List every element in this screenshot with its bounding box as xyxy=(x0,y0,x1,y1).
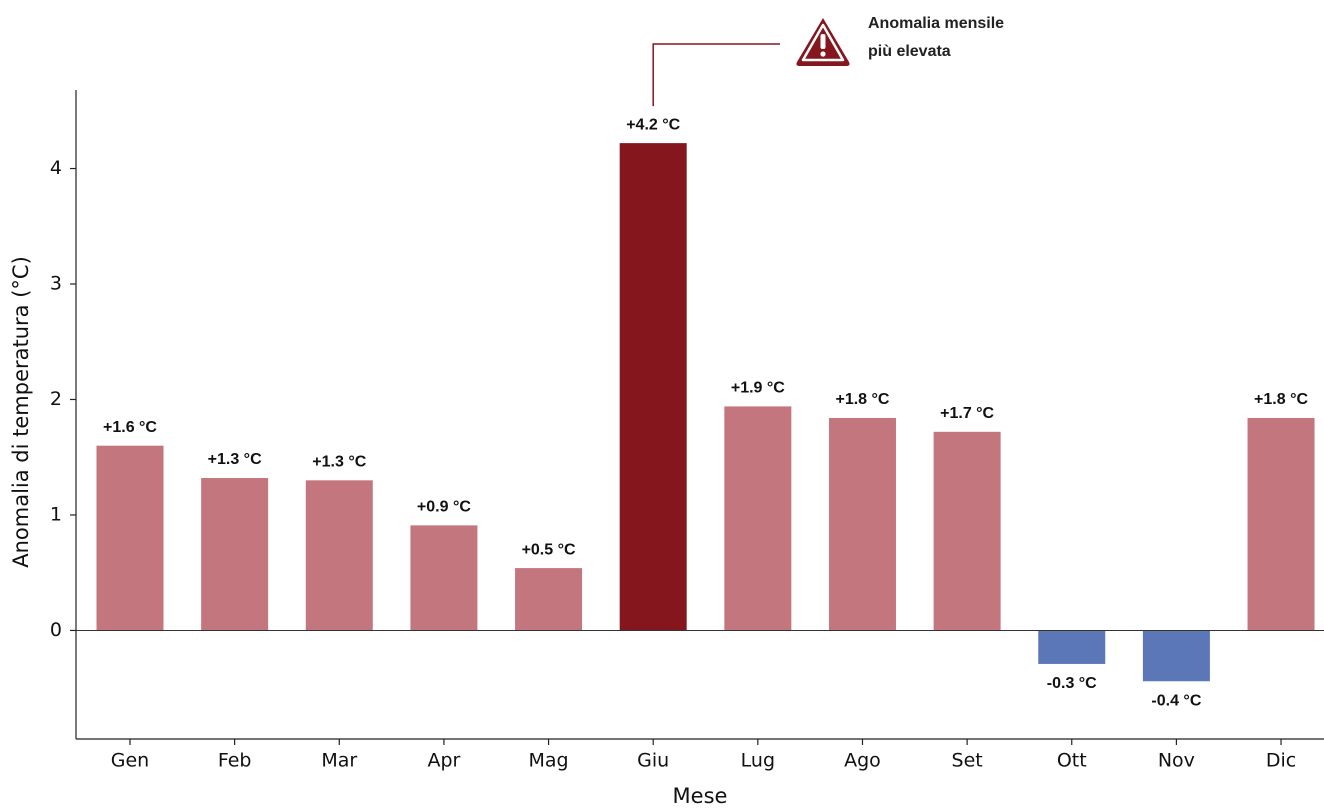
bar xyxy=(1142,630,1210,682)
value-label: +1.8 °C xyxy=(1254,391,1308,408)
x-axis-title: Mese xyxy=(673,784,728,808)
x-tick-label: Set xyxy=(952,750,983,772)
value-label: +1.7 °C xyxy=(940,405,994,422)
y-axis-title: Anomalia di temperatura (°C) xyxy=(9,256,33,568)
value-label: +1.8 °C xyxy=(835,391,889,408)
x-tick-label: Dic xyxy=(1266,750,1296,772)
bar xyxy=(1247,417,1315,631)
bar xyxy=(1038,630,1106,664)
bar xyxy=(410,525,478,631)
value-label: +1.3 °C xyxy=(312,454,366,471)
value-label: -0.4 °C xyxy=(1151,692,1201,709)
bar xyxy=(96,445,164,631)
value-label: +1.6 °C xyxy=(103,419,157,436)
value-label: +0.9 °C xyxy=(417,499,471,516)
x-tick-label: Apr xyxy=(427,750,460,772)
y-tick-label: 1 xyxy=(50,503,62,525)
warning-icon xyxy=(796,18,850,66)
value-label: +0.5 °C xyxy=(522,541,576,558)
y-tick-label: 3 xyxy=(50,273,62,295)
bar xyxy=(515,568,583,631)
y-tick-label: 4 xyxy=(50,157,62,179)
bar xyxy=(724,406,792,631)
x-tick-label: Ago xyxy=(844,750,881,772)
x-tick-label: Feb xyxy=(218,750,252,772)
y-tick-label: 0 xyxy=(50,619,62,641)
x-tick-label: Mar xyxy=(321,750,357,772)
x-tick-label: Ott xyxy=(1057,750,1087,772)
bar xyxy=(305,480,373,631)
bar xyxy=(828,417,896,631)
bar xyxy=(619,143,687,631)
x-tick-label: Nov xyxy=(1158,750,1195,772)
value-label: +4.2 °C xyxy=(626,116,680,133)
x-tick-label: Lug xyxy=(741,750,775,772)
value-label: -0.3 °C xyxy=(1047,675,1097,692)
value-label: +1.3 °C xyxy=(208,451,262,468)
annotation-text: più elevata xyxy=(868,43,951,60)
x-tick-label: Mag xyxy=(529,750,569,772)
y-tick-label: 2 xyxy=(50,388,62,410)
annotation-line xyxy=(652,43,780,107)
bar xyxy=(933,431,1001,631)
x-tick-label: Gen xyxy=(111,750,149,772)
x-tick-label: Giu xyxy=(637,750,669,772)
annotation-text: Anomalia mensile xyxy=(868,15,1004,32)
bar xyxy=(201,478,269,631)
value-label: +1.9 °C xyxy=(731,380,785,397)
